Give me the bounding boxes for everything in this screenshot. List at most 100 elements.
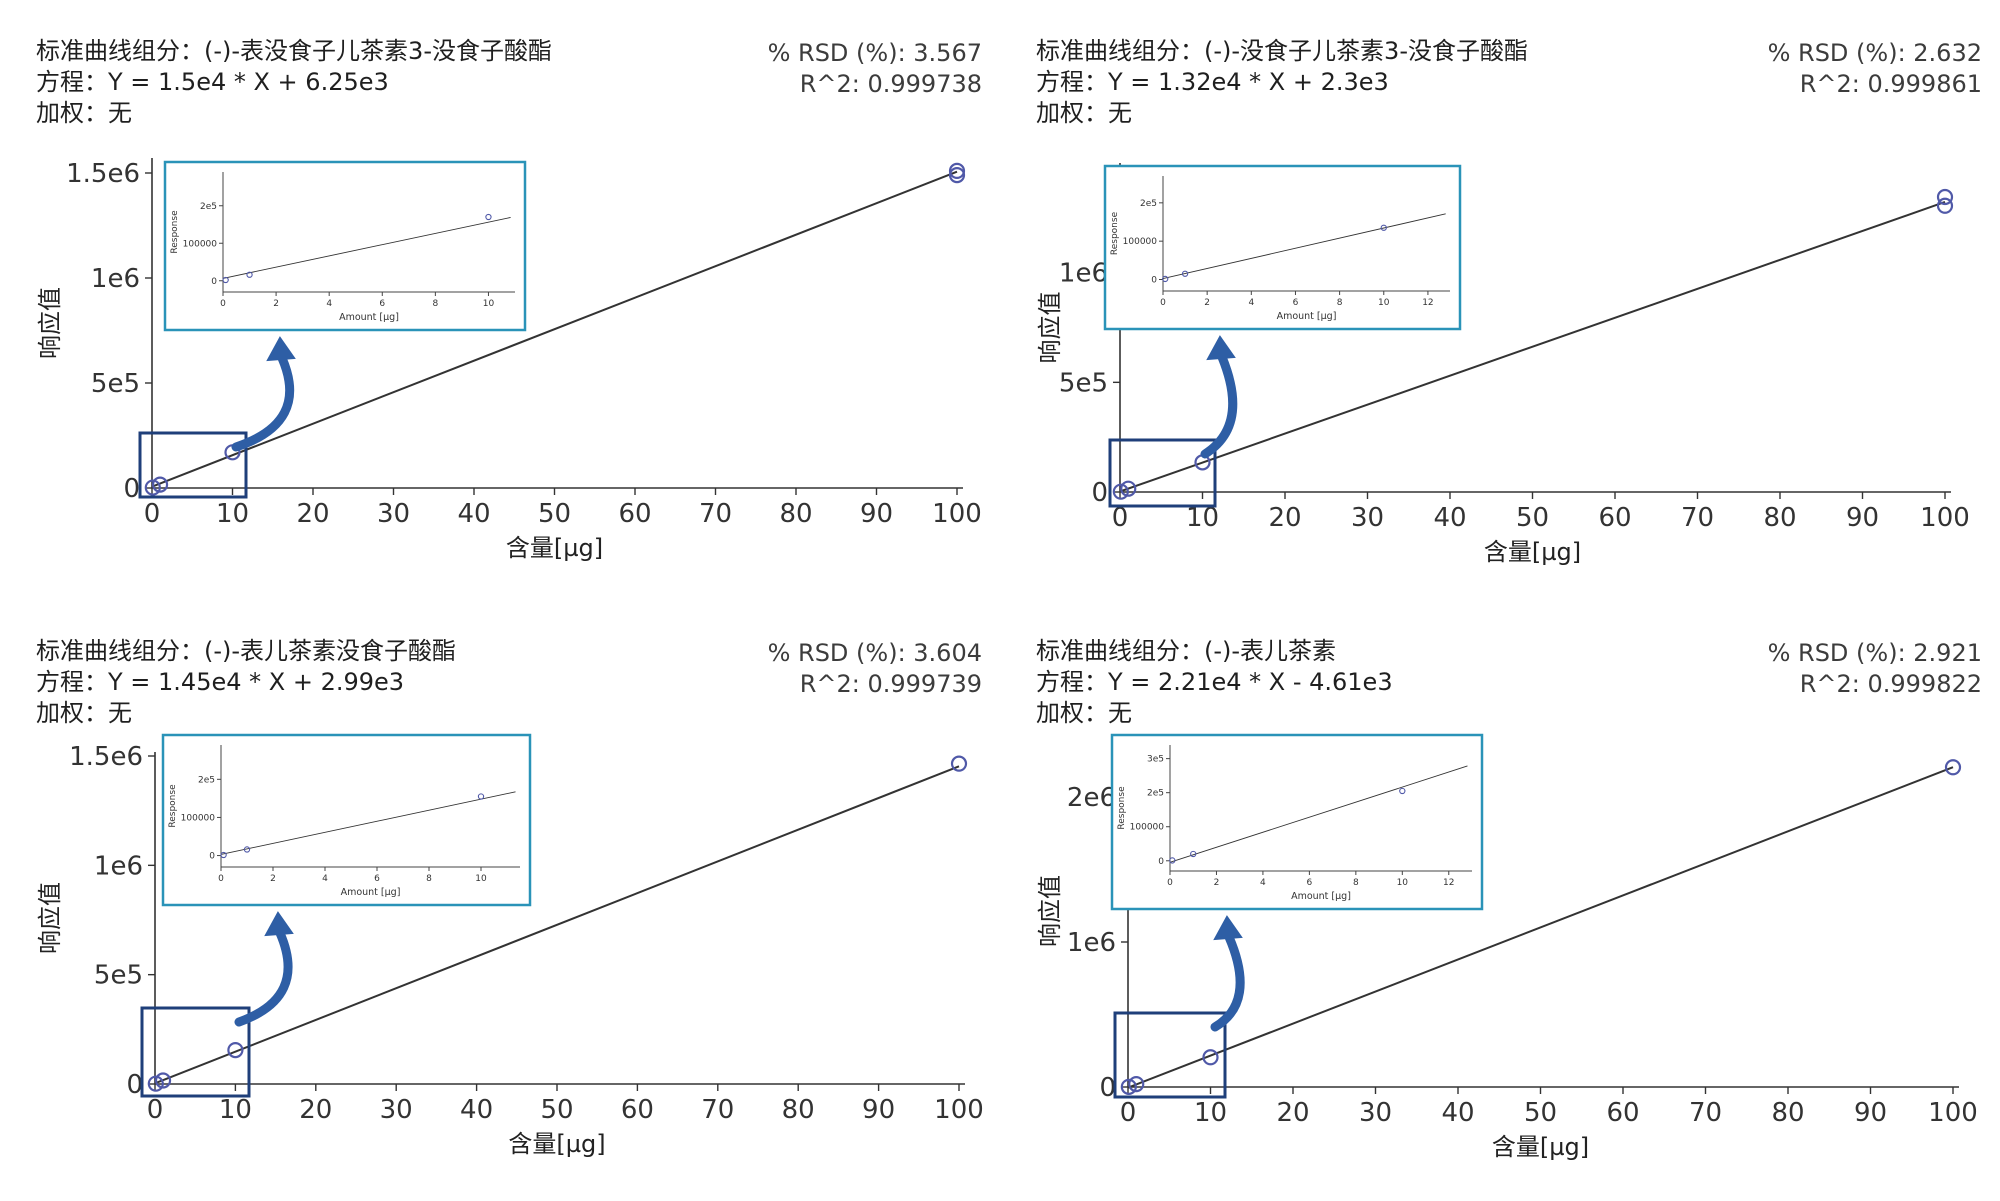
x-tick-label: 80	[1771, 1098, 1804, 1128]
r2-value: 0.999739	[867, 670, 982, 698]
x-tick-label: 10	[216, 499, 249, 529]
inset-y-tick-label: 2e5	[1140, 199, 1157, 209]
inset-x-tick-label: 4	[322, 874, 328, 884]
inset-x-tick-label: 0	[220, 299, 226, 309]
data-point	[144, 479, 161, 496]
equation-prefix: 方程：	[36, 68, 108, 96]
r2-value: 0.999738	[867, 70, 982, 98]
inset-x-tick-label: 10	[475, 874, 487, 884]
x-tick-label: 80	[779, 499, 812, 529]
inset-x-tick-label: 2	[1204, 298, 1210, 308]
x-tick-label: 100	[1920, 503, 1970, 533]
x-tick-label: 60	[1598, 503, 1631, 533]
inset-y-axis-label: Response	[170, 210, 180, 254]
data-point	[1128, 1076, 1145, 1093]
regression-line	[151, 170, 958, 488]
arrowhead-icon	[1206, 335, 1236, 361]
weight-prefix: 加权：	[1036, 699, 1108, 727]
x-tick-label: 20	[1268, 503, 1301, 533]
chart-header: 标准曲线组分：(-)-没食子儿茶素3-没食子酸酯 方程：Y = 1.32e4 *…	[1036, 36, 1528, 129]
x-tick-label: 100	[1928, 1098, 1978, 1128]
inset-data-point	[485, 213, 492, 221]
equation-prefix: 方程：	[1036, 668, 1108, 696]
x-tick-label: 40	[1433, 503, 1466, 533]
x-tick-label: 70	[1681, 503, 1714, 533]
x-tick-label: 100	[932, 499, 982, 529]
zoom-box	[140, 1006, 251, 1098]
inset-x-tick-label: 6	[1293, 298, 1299, 308]
r2-value: 0.999861	[1867, 70, 1982, 98]
inset-data-point	[1399, 787, 1406, 795]
x-tick-label: 40	[460, 1095, 493, 1125]
x-tick-label: 40	[457, 499, 490, 529]
r2-prefix: R^2:	[1799, 70, 1868, 98]
inset-y-tick-label: 100000	[1130, 823, 1165, 833]
y-tick-label: 2e6	[1067, 783, 1116, 813]
inset-frame	[161, 733, 532, 907]
chart-panel: 标准曲线组分：(-)-表没食子儿茶素3-没食子酸酯 方程：Y = 1.5e4 *…	[0, 0, 1000, 600]
r2-prefix: R^2:	[1799, 670, 1868, 698]
rsd-prefix: % RSD (%):	[1767, 639, 1914, 667]
inset-x-tick-label: 10	[483, 299, 495, 309]
rsd-value: 3.567	[913, 39, 982, 67]
component-prefix: 标准曲线组分：	[1036, 37, 1204, 65]
x-tick-label: 30	[1351, 503, 1384, 533]
chart-header: 标准曲线组分：(-)-表儿茶素没食子酸酯 方程：Y = 1.45e4 * X +…	[36, 636, 456, 729]
inset-x-tick-label: 6	[374, 874, 380, 884]
inset-regression-line	[1169, 765, 1468, 863]
inset-x-tick-label: 0	[1160, 298, 1166, 308]
data-point	[950, 755, 968, 772]
inset-y-tick-label: 100000	[183, 239, 218, 249]
x-tick-label: 0	[1112, 503, 1129, 533]
component-prefix: 标准曲线组分：	[1036, 637, 1204, 665]
inset-y-tick-label: 0	[1158, 857, 1164, 867]
component-name: (-)-没食子儿茶素3-没食子酸酯	[1204, 37, 1528, 65]
weight-prefix: 加权：	[36, 99, 108, 127]
x-tick-label: 50	[1524, 1098, 1557, 1128]
y-axis-label: 响应值	[36, 287, 64, 359]
inset-data-point	[243, 846, 251, 853]
inset-data-point	[246, 271, 253, 278]
x-tick-label: 60	[1606, 1098, 1639, 1128]
y-tick-label: 0	[1091, 478, 1108, 508]
calibration-plot: 0 10 20 30 40 50 60 70 80 90 10005e51e61.5e6含量[µg]…	[36, 733, 984, 1158]
x-axis-label: 含量[µg]	[508, 1130, 605, 1158]
inset-x-tick-label: 12	[1443, 878, 1454, 888]
calibration-plot: 0 10 20 30 40 50 60 70 80 90 10005e51e61.5e6含量[µg]…	[36, 158, 982, 562]
y-tick-label: 5e5	[91, 369, 140, 399]
inset-data-point	[220, 851, 227, 859]
weighting: 无	[1108, 699, 1132, 727]
component-name: (-)-表没食子儿茶素3-没食子酸酯	[204, 37, 552, 65]
inset-y-axis-label: Response	[1110, 211, 1120, 255]
arrow-icon	[234, 928, 293, 1027]
x-tick-label: 40	[1441, 1098, 1474, 1128]
chart-header: 标准曲线组分：(-)-表儿茶素 方程：Y = 2.21e4 * X - 4.61…	[1036, 636, 1393, 729]
x-tick-label: 70	[1689, 1098, 1722, 1128]
data-point	[1202, 1049, 1219, 1066]
inset-x-tick-label: 4	[326, 299, 332, 309]
weighting: 无	[108, 99, 132, 127]
x-tick-label: 20	[299, 1095, 332, 1125]
zoom-box	[138, 431, 248, 499]
inset-data-point	[477, 793, 485, 800]
y-tick-label: 1.5e6	[66, 159, 140, 189]
inset-regression-line	[222, 217, 511, 279]
component-prefix: 标准曲线组分：	[36, 637, 204, 665]
inset-x-tick-label: 10	[1397, 878, 1409, 888]
x-tick-label: 50	[540, 1095, 573, 1125]
x-tick-label: 30	[1359, 1098, 1392, 1128]
x-axis-label: 含量[µg]	[1492, 1133, 1589, 1161]
inset-y-tick-label: 2e5	[1147, 789, 1164, 799]
inset-data-point	[222, 276, 229, 284]
inset-regression-line	[220, 791, 516, 855]
chart-panel: 标准曲线组分：(-)-没食子儿茶素3-没食子酸酯 方程：Y = 1.32e4 *…	[1000, 0, 2000, 600]
x-tick-label: 50	[538, 499, 571, 529]
data-point	[1936, 197, 1954, 214]
inset-x-tick-label: 8	[432, 299, 438, 309]
x-tick-label: 70	[701, 1095, 734, 1125]
rsd-prefix: % RSD (%):	[767, 639, 914, 667]
x-tick-label: 20	[296, 499, 329, 529]
chart-stats: % RSD (%): 2.921 R^2: 0.999822	[1768, 638, 1982, 700]
x-tick-label: 70	[699, 499, 732, 529]
inset-y-axis-label: Response	[1117, 786, 1127, 830]
